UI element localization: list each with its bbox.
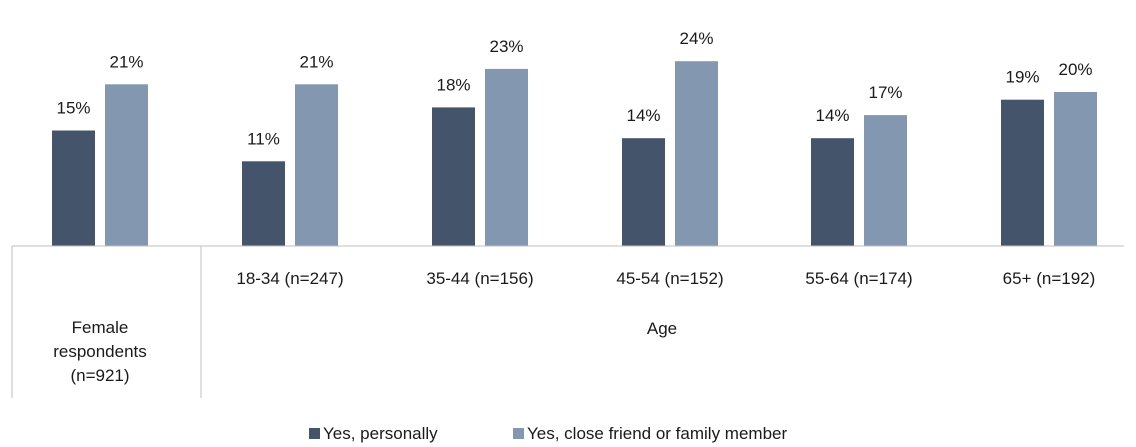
group-label-age: Age (647, 319, 677, 338)
data-label-personally-1: 11% (247, 129, 280, 148)
tick-labels: Female respondents (n=921) 18-34 (n=247) 35-… (53, 269, 1095, 385)
bar-personally-1 (242, 161, 285, 246)
data-label-personally-3: 14% (626, 106, 660, 125)
category-label-1: 18-34 (n=247) (236, 269, 343, 288)
category-label-4: 55-64 (n=174) (805, 269, 912, 288)
data-label-friend-family-1: 21% (299, 52, 333, 71)
bar-friend-family-5 (1054, 92, 1097, 246)
bar-personally-0 (52, 130, 95, 246)
data-label-personally-5: 19% (1005, 68, 1039, 87)
legend-swatch-personally (309, 428, 320, 439)
data-label-friend-family-0: 21% (109, 52, 143, 71)
bar-friend-family-1 (295, 84, 338, 246)
category-label-0: Female respondents (n=921) (53, 318, 147, 385)
data-label-friend-family-4: 17% (868, 83, 902, 102)
category-label-3: 45-54 (n=152) (616, 269, 723, 288)
bar-friend-family-4 (864, 115, 907, 246)
data-label-personally-0: 15% (56, 99, 90, 118)
bar-personally-2 (432, 107, 475, 247)
bar-personally-4 (811, 138, 854, 246)
bar-personally-3 (622, 138, 665, 246)
bar-friend-family-0 (105, 84, 148, 246)
legend-swatch-friend-family (513, 428, 524, 439)
legend-label-friend-family: Yes, close friend or family member (527, 424, 787, 443)
bar-friend-family-3 (675, 61, 718, 247)
legend-label-personally: Yes, personally (323, 424, 438, 443)
bars-layer: 15% 21% 11% 21% 18% 23% 14% 24% 14% 17% 19% 20% (52, 29, 1097, 247)
data-label-friend-family-2: 23% (489, 37, 523, 56)
data-label-friend-family-5: 20% (1058, 60, 1092, 79)
category-axis (11, 245, 1124, 398)
category-label-5: 65+ (n=192) (1003, 269, 1096, 288)
legend: Yes, personally Yes, close friend or fami… (309, 424, 787, 443)
data-label-personally-2: 18% (436, 75, 470, 94)
bar-friend-family-2 (485, 68, 528, 247)
bar-personally-5 (1001, 99, 1044, 246)
data-label-personally-4: 14% (815, 106, 849, 125)
category-label-2: 35-44 (n=156) (426, 269, 533, 288)
data-label-friend-family-3: 24% (679, 29, 713, 48)
